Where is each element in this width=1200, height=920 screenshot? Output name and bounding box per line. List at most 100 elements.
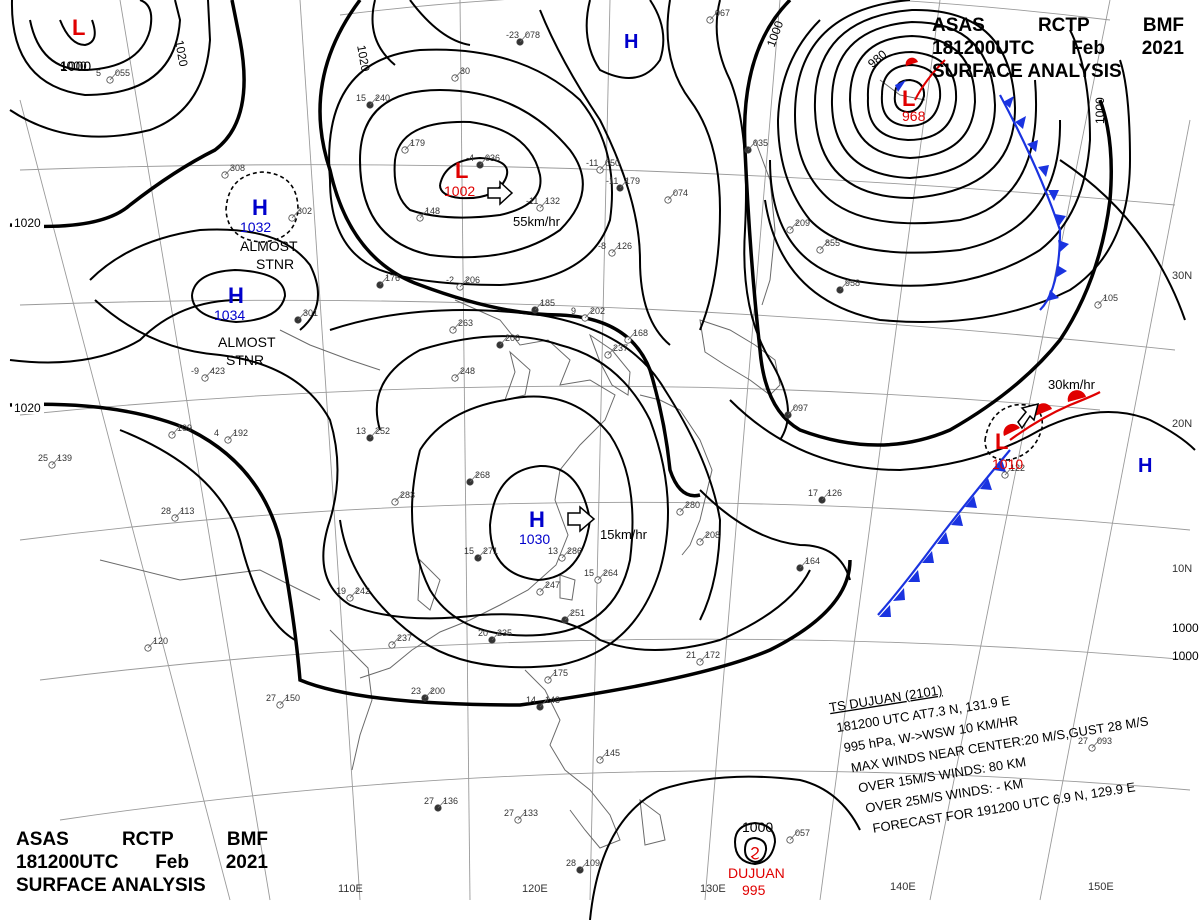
station-plot: 179 <box>401 138 425 154</box>
high-center-value: 1034 <box>214 307 245 323</box>
cold-front-lower <box>877 449 1011 616</box>
isobar <box>393 120 542 219</box>
cold-front-lower-teeth <box>879 460 1006 617</box>
wind-barb-icon <box>1097 295 1107 306</box>
station-temperature: 27 <box>1078 736 1088 746</box>
isobar <box>769 29 1092 287</box>
station-pressure: 286 <box>567 546 582 556</box>
wind-barb-icon <box>499 335 509 346</box>
isobar-label: 1020 <box>172 39 190 68</box>
station-plot: -23 078 <box>506 30 540 46</box>
station-pressure: 164 <box>805 556 820 566</box>
low-center-letter: L <box>72 15 85 40</box>
station-pressure: 264 <box>603 568 618 578</box>
station-pressure: 150 <box>285 693 300 703</box>
station-pressure: 148 <box>545 695 560 705</box>
station-plot: 251 <box>561 608 585 624</box>
station-plot: 28 109 <box>566 858 600 874</box>
station-pressure: 055 <box>115 68 130 78</box>
station-pressure: 237 <box>613 343 628 353</box>
wind-barb-icon <box>454 68 464 79</box>
station-plot: 14 148 <box>526 695 560 711</box>
station-plot: 20 235 <box>478 628 512 644</box>
isobar-label: 1000 <box>1172 621 1199 635</box>
isobar <box>371 0 396 66</box>
wind-barb-icon <box>297 310 307 321</box>
station-plot: 164 <box>796 556 820 572</box>
isobar <box>89 228 319 331</box>
station-temperature: -11 <box>586 158 598 168</box>
station-plot: 27 133 <box>504 808 538 824</box>
station-temperature: 15 <box>584 568 594 578</box>
station-pressure: 133 <box>523 808 538 818</box>
wind-barb-icon <box>819 240 829 251</box>
wind-barb-icon <box>539 697 549 708</box>
low-center-letter: L <box>902 86 915 111</box>
wind-barb-icon <box>627 330 637 341</box>
station-pressure: 109 <box>177 423 192 433</box>
isobar <box>9 0 212 138</box>
station-pressure: 855 <box>825 238 840 248</box>
wind-barb-icon <box>379 275 389 286</box>
latitude-lines <box>19 0 1191 821</box>
wind-barb-icon <box>789 220 799 231</box>
wind-barb-icon <box>469 472 479 483</box>
wind-barb-icon <box>607 345 617 356</box>
station-plot: 4 192 <box>214 428 248 444</box>
station-pressure: 252 <box>375 426 390 436</box>
isobar <box>1059 159 1186 321</box>
high-center-letter: H <box>252 195 268 220</box>
stnr-note-line1: ALMOST <box>240 238 298 254</box>
station-temperature: -9 <box>191 366 199 376</box>
wind-barb-icon <box>404 140 414 151</box>
wind-barb-icon <box>547 670 557 681</box>
station-pressure: 168 <box>633 328 648 338</box>
motion-speed: 30km/hr <box>1048 377 1096 392</box>
station-temperature: 21 <box>686 650 696 660</box>
latitude-label: 20N <box>1172 418 1192 430</box>
station-temperature: 23 <box>411 686 421 696</box>
station-pressure: 078 <box>525 30 540 40</box>
station-pressure: 176 <box>385 273 400 283</box>
header-month: Feb <box>155 852 189 873</box>
wind-barb-icon <box>564 610 574 621</box>
station-pressure: 035 <box>753 138 768 148</box>
station-plot: 301 <box>294 308 318 324</box>
header-month: Feb <box>1071 38 1105 59</box>
station-pressure: 206 <box>465 275 480 285</box>
station-pressure: 057 <box>795 828 810 838</box>
station-pressure: 139 <box>57 453 72 463</box>
isobar <box>589 775 861 920</box>
station-plot: 168 <box>624 328 648 344</box>
station-temperature: 25 <box>38 453 48 463</box>
cold-front-upper <box>999 94 1062 311</box>
wind-barb-icon <box>479 155 489 166</box>
station-pressure: 248 <box>460 366 475 376</box>
station-plot: 268 <box>466 470 490 486</box>
cold-front-upper-teeth <box>1003 96 1069 301</box>
station-temperature: 28 <box>566 858 576 868</box>
station-pressure: 263 <box>458 318 473 328</box>
station-pressure: 235 <box>497 628 512 638</box>
station-plot: 237 <box>604 343 628 359</box>
wind-barb-icon <box>579 860 589 871</box>
station-temperature: -4 <box>466 153 474 163</box>
station-pressure: 423 <box>210 366 225 376</box>
station-plot: 237 <box>388 633 412 649</box>
wind-barb-icon <box>709 10 719 21</box>
station-pressure: 105 <box>1103 293 1118 303</box>
station-plot: 15 271 <box>464 546 498 562</box>
header-title: SURFACE ANALYSIS <box>16 875 206 896</box>
high-center-value: 1032 <box>240 219 271 235</box>
station-plot: 15 240 <box>356 93 390 109</box>
station-temperature: 17 <box>808 488 818 498</box>
station-pressure: 179 <box>410 138 425 148</box>
wind-barb-icon <box>517 810 527 821</box>
station-pressure: 206 <box>505 333 520 343</box>
header-time: 181200UTC <box>932 38 1035 59</box>
wind-barb-icon <box>534 300 544 311</box>
wind-barb-icon <box>539 582 549 593</box>
isobar <box>411 395 634 637</box>
wind-barb-icon <box>477 548 487 559</box>
station-pressure: 132 <box>545 196 560 206</box>
